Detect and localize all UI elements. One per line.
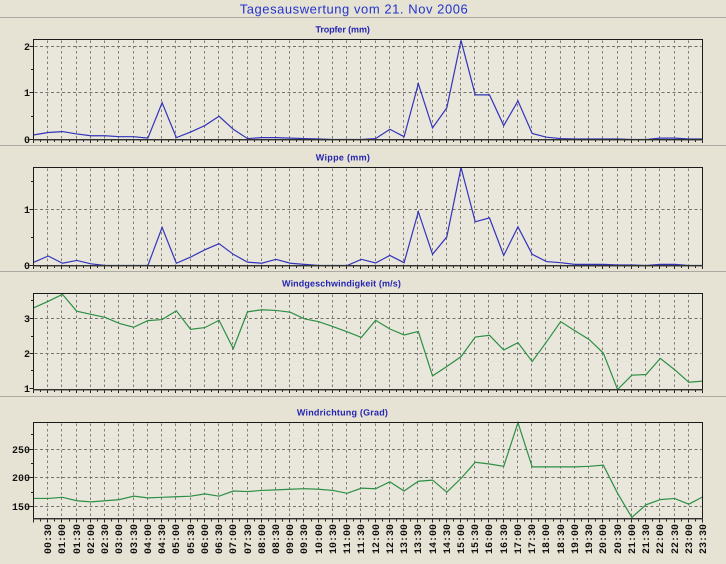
svg-text:3: 3 [24,315,30,326]
svg-text:20:00: 20:00 [599,524,610,554]
svg-text:12:30: 12:30 [386,524,397,554]
svg-text:20:30: 20:30 [614,524,625,554]
svg-text:03:00: 03:00 [115,524,126,554]
svg-text:250: 250 [12,446,30,457]
svg-text:0: 0 [24,262,30,273]
svg-text:23:00: 23:00 [685,524,696,554]
svg-text:03:30: 03:30 [130,524,141,554]
svg-text:06:30: 06:30 [215,524,226,554]
svg-text:22:00: 22:00 [656,524,667,554]
svg-text:02:00: 02:00 [87,524,98,554]
svg-text:13:00: 13:00 [400,524,411,554]
svg-text:17:30: 17:30 [528,524,539,554]
svg-text:11:00: 11:00 [343,524,354,554]
svg-text:Tropfer (mm): Tropfer (mm) [315,25,369,35]
svg-text:14:00: 14:00 [429,524,440,554]
svg-text:00:30: 00:30 [44,524,55,554]
svg-text:06:00: 06:00 [201,524,212,554]
svg-text:1: 1 [24,89,30,100]
svg-text:16:00: 16:00 [485,524,496,554]
svg-text:15:00: 15:00 [457,524,468,554]
svg-text:0: 0 [24,136,30,147]
svg-text:19:00: 19:00 [571,524,582,554]
svg-text:10:30: 10:30 [329,524,340,554]
svg-text:Windgeschwindigkeit (m/s): Windgeschwindigkeit (m/s) [282,279,401,289]
svg-text:08:00: 08:00 [258,524,269,554]
svg-text:05:00: 05:00 [172,524,183,554]
svg-text:09:00: 09:00 [286,524,297,554]
svg-text:Tagesauswertung vom 21. Nov 20: Tagesauswertung vom 21. Nov 2006 [240,2,469,17]
svg-text:01:00: 01:00 [58,524,69,554]
svg-text:18:30: 18:30 [557,524,568,554]
svg-text:17:00: 17:00 [514,524,525,554]
svg-text:1: 1 [24,385,30,396]
svg-text:10:00: 10:00 [315,524,326,554]
svg-text:18:00: 18:00 [542,524,553,554]
svg-text:2: 2 [24,43,30,54]
svg-text:150: 150 [12,503,30,514]
svg-text:07:00: 07:00 [229,524,240,554]
svg-text:04:00: 04:00 [144,524,155,554]
svg-text:19:30: 19:30 [585,524,596,554]
svg-text:04:30: 04:30 [158,524,169,554]
svg-text:05:30: 05:30 [187,524,198,554]
svg-text:01:30: 01:30 [73,524,84,554]
svg-text:23:30: 23:30 [699,524,710,554]
svg-text:07:30: 07:30 [244,524,255,554]
svg-text:15:30: 15:30 [471,524,482,554]
svg-text:21:00: 21:00 [628,524,639,554]
svg-text:2: 2 [24,350,30,361]
svg-text:Windrichtung (Grad): Windrichtung (Grad) [297,408,388,418]
svg-text:200: 200 [12,474,30,485]
svg-text:11:30: 11:30 [357,524,368,554]
svg-text:09:30: 09:30 [300,524,311,554]
svg-text:16:30: 16:30 [500,524,511,554]
svg-text:1: 1 [24,206,30,217]
svg-text:12:00: 12:00 [372,524,383,554]
svg-text:22:30: 22:30 [671,524,682,554]
svg-text:08:30: 08:30 [272,524,283,554]
svg-text:02:30: 02:30 [101,524,112,554]
svg-text:Wippe (mm): Wippe (mm) [316,153,370,163]
svg-text:13:30: 13:30 [414,524,425,554]
svg-text:21:30: 21:30 [642,524,653,554]
svg-text:14:30: 14:30 [443,524,454,554]
